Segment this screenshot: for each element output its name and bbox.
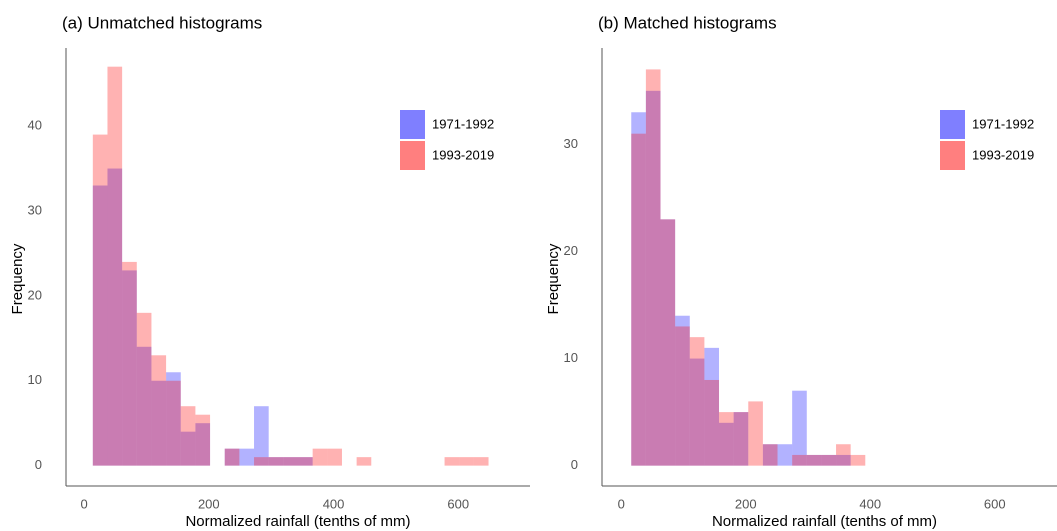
- bar: [762, 444, 778, 466]
- legend-swatch: [940, 110, 965, 139]
- bar: [195, 414, 211, 466]
- panel: (a) Unmatched histograms 1971-1992 1993-20…: [9, 13, 530, 530]
- bar: [689, 358, 705, 466]
- legend-label: 1993-2019: [972, 147, 1034, 162]
- bar: [645, 90, 661, 466]
- bar: [748, 401, 763, 466]
- bar: [645, 69, 661, 466]
- bar: [92, 134, 108, 466]
- y-tick-label: 0: [571, 457, 578, 472]
- bar: [298, 457, 313, 466]
- bar: [704, 379, 720, 466]
- bar: [806, 454, 822, 466]
- bar: [166, 372, 181, 466]
- bar: [459, 457, 474, 466]
- bar: [473, 457, 489, 466]
- bar: [224, 448, 240, 466]
- y-tick-label: 30: [564, 136, 578, 151]
- bar: [283, 457, 298, 466]
- bar: [254, 457, 269, 466]
- y-tick-label: 20: [28, 287, 42, 302]
- legend-label: 1993-2019: [432, 147, 494, 162]
- x-tick-label: 200: [735, 496, 757, 511]
- bar: [107, 66, 123, 466]
- legend-swatch: [940, 141, 965, 170]
- x-tick-label: 400: [859, 496, 881, 511]
- bar: [136, 346, 152, 466]
- bar: [719, 412, 734, 466]
- bar: [850, 454, 866, 466]
- bar: [356, 457, 372, 466]
- y-tick-label: 0: [35, 457, 42, 472]
- legend-swatch: [400, 141, 425, 170]
- y-axis-label: Frequency: [9, 243, 26, 314]
- bar: [836, 444, 851, 466]
- bar: [180, 406, 196, 466]
- bar: [224, 448, 240, 466]
- bar: [660, 219, 676, 466]
- bar: [675, 315, 690, 466]
- bar: [122, 270, 137, 466]
- bar: [312, 448, 328, 466]
- bar: [806, 454, 822, 466]
- legend-swatch: [400, 110, 425, 139]
- legend-label: 1971-1992: [972, 116, 1034, 131]
- bar: [777, 444, 793, 466]
- bar: [122, 261, 137, 466]
- x-tick-label: 0: [618, 496, 625, 511]
- x-tick-label: 600: [447, 496, 469, 511]
- bar: [268, 457, 284, 466]
- bar: [704, 347, 720, 466]
- bar: [821, 454, 837, 466]
- bar: [689, 337, 705, 466]
- y-tick-label: 10: [28, 372, 42, 387]
- panel: (b) Matched histograms 1971-1992 1993-2019…: [545, 13, 1057, 530]
- bar: [298, 457, 313, 466]
- bar: [444, 457, 460, 466]
- bar: [733, 412, 749, 466]
- chart-title: (a) Unmatched histograms: [62, 13, 262, 32]
- bar: [836, 454, 851, 466]
- x-tick-label: 400: [323, 496, 345, 511]
- y-tick-label: 40: [28, 118, 42, 133]
- y-tick-label: 10: [564, 350, 578, 365]
- bar: [283, 457, 298, 466]
- bar: [195, 423, 211, 466]
- bar: [762, 444, 778, 466]
- bar: [254, 406, 269, 466]
- bar: [239, 448, 255, 466]
- bar: [166, 380, 181, 466]
- bar: [631, 112, 646, 466]
- x-tick-label: 200: [198, 496, 220, 511]
- legend-label: 1971-1992: [432, 116, 494, 131]
- bar: [92, 185, 108, 466]
- bar: [268, 457, 284, 466]
- y-tick-label: 20: [564, 243, 578, 258]
- bar: [631, 133, 646, 466]
- x-tick-label: 600: [984, 496, 1006, 511]
- bar: [327, 448, 342, 466]
- bar: [151, 380, 167, 466]
- y-tick-label: 30: [28, 202, 42, 217]
- bar: [821, 454, 837, 466]
- bar: [180, 431, 196, 466]
- x-axis-label: Normalized rainfall (tenths of mm): [712, 513, 937, 530]
- bar: [792, 454, 807, 466]
- bar: [675, 326, 690, 466]
- x-tick-label: 0: [80, 496, 87, 511]
- bar: [719, 422, 734, 466]
- bar: [792, 390, 807, 466]
- bar: [660, 219, 676, 466]
- x-axis-label: Normalized rainfall (tenths of mm): [185, 513, 410, 530]
- chart-title: (b) Matched histograms: [598, 13, 777, 32]
- bar: [151, 355, 167, 466]
- bar: [107, 168, 123, 466]
- y-axis-label: Frequency: [545, 243, 562, 314]
- bar: [136, 312, 152, 466]
- bar: [733, 412, 749, 466]
